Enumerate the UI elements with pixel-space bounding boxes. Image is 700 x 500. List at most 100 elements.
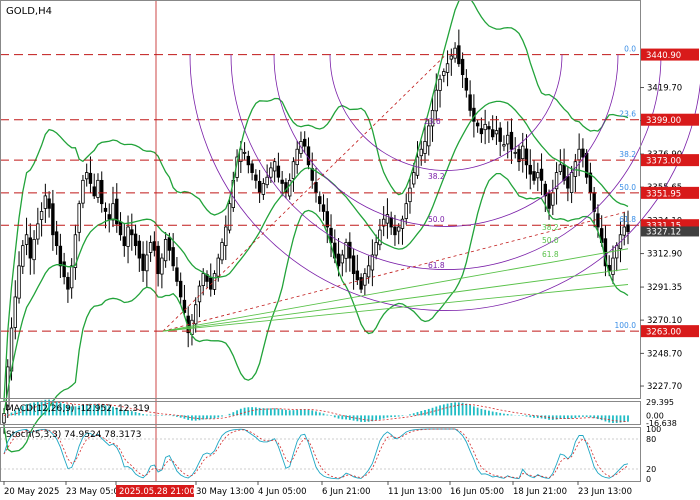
chart-labels: GOLD,H4 MACD(12,26,9) -12.952 -12.319 St… xyxy=(6,6,150,440)
candle-body xyxy=(513,151,517,154)
candle-body xyxy=(622,226,626,236)
macd-frame xyxy=(0,401,641,425)
candle-body xyxy=(287,179,292,197)
fib-fan-line xyxy=(162,248,629,332)
candle-body xyxy=(539,168,544,181)
price-frame xyxy=(0,0,641,399)
candle-body xyxy=(246,155,251,166)
candle-body xyxy=(464,77,469,91)
candle-body xyxy=(156,245,160,275)
candle-body xyxy=(517,149,521,163)
current-price-badge xyxy=(641,226,699,237)
candle-body xyxy=(615,245,619,259)
candle-body xyxy=(412,172,416,185)
price-badge xyxy=(641,48,699,61)
candle-body xyxy=(96,179,100,198)
price-badge xyxy=(641,186,699,199)
time-tick-label: 20 May 2025 xyxy=(4,487,59,497)
time-tick-label: 6 Jun 21:00 xyxy=(322,487,371,497)
candle-body xyxy=(336,253,341,267)
stochastic-panel[interactable] xyxy=(0,428,640,480)
fib-trend-line-2 xyxy=(162,211,629,332)
candle-body xyxy=(303,138,307,147)
price-tick-label: 3270.10 xyxy=(647,316,682,326)
stoch-frame xyxy=(0,427,641,482)
candle-body xyxy=(460,58,465,76)
time-tick-label: 11 Jun 13:00 xyxy=(388,487,442,497)
candle-body xyxy=(479,128,484,135)
stoch-axis-label: 80 xyxy=(646,435,656,444)
time-tick-label: 4 Jun 05:00 xyxy=(258,487,307,497)
candle-body xyxy=(453,47,457,59)
candle-body xyxy=(344,242,348,259)
fib-arc xyxy=(273,54,619,227)
candle-body xyxy=(84,172,89,180)
candle-body xyxy=(393,226,397,236)
candle-body xyxy=(88,172,93,184)
candle-body xyxy=(92,186,96,197)
price-badge xyxy=(641,325,699,338)
candle-body xyxy=(596,213,600,228)
fib-level-percent: 100.0 xyxy=(615,321,637,330)
candle-body xyxy=(306,146,311,166)
candle-body xyxy=(2,413,6,424)
macd-panel[interactable] xyxy=(3,399,629,423)
candle-body xyxy=(47,198,51,209)
candle-body xyxy=(58,245,63,267)
candle-body xyxy=(423,141,427,154)
candle-body xyxy=(396,226,401,232)
macd-axis-label: -16.638 xyxy=(646,419,677,428)
candle-body xyxy=(438,78,442,91)
time-tick-label: 30 May 13:00 xyxy=(196,487,254,497)
candle-body xyxy=(408,187,412,203)
stoch-axis-label: 100 xyxy=(646,425,661,434)
candle-body xyxy=(611,257,615,275)
candle-body xyxy=(318,196,322,205)
candle-body xyxy=(536,172,540,179)
candle-body xyxy=(107,214,111,220)
candle-body xyxy=(291,161,296,179)
price-badge-label: 3399.00 xyxy=(646,116,681,126)
fib-trend-line xyxy=(162,54,447,332)
candle-body xyxy=(239,148,243,162)
candle-body xyxy=(201,273,205,286)
time-badge xyxy=(116,485,194,497)
candle-body xyxy=(17,265,21,299)
price-panel[interactable]: 0.0 23.6 38.2 50.0 61.8 100.0 23.6 38.2 50.0 61.8… xyxy=(0,0,700,481)
time-tick-label: 18 Jun 21:00 xyxy=(513,487,567,497)
candle-body xyxy=(415,156,420,176)
stoch-axis-label: 20 xyxy=(646,465,656,474)
candle-body xyxy=(442,71,446,76)
candle-body xyxy=(257,180,262,194)
candle-body xyxy=(115,198,119,225)
candle-body xyxy=(295,148,299,166)
candle-body xyxy=(36,223,40,240)
candle-body xyxy=(321,204,326,212)
fib-arc-label: 50.0 xyxy=(428,215,445,224)
candle-body xyxy=(130,229,134,236)
price-tick-label: 3227.70 xyxy=(647,382,682,392)
candle-body xyxy=(524,148,529,166)
candle-body xyxy=(581,148,585,158)
price-badge-label: 3373.00 xyxy=(646,157,681,167)
current-price-label: 3327.12 xyxy=(646,227,681,237)
candle-body xyxy=(430,109,435,127)
candle-body xyxy=(212,273,217,290)
candle-body xyxy=(197,285,202,303)
price-badge-label: 3263.00 xyxy=(646,328,681,338)
candle-body xyxy=(111,203,115,221)
candle-body xyxy=(325,211,329,228)
candle-body xyxy=(385,214,390,224)
fib-level-percent: 23.6 xyxy=(619,110,636,119)
candle-body xyxy=(272,161,277,172)
fib-arc xyxy=(189,54,700,311)
candle-body xyxy=(378,229,382,246)
candle-body xyxy=(528,164,532,175)
candle-body xyxy=(148,242,153,253)
time-tick-label: 16 Jun 05:00 xyxy=(450,487,504,497)
candle-body xyxy=(427,125,431,147)
candle-body xyxy=(509,131,514,150)
candle-body xyxy=(547,193,551,209)
